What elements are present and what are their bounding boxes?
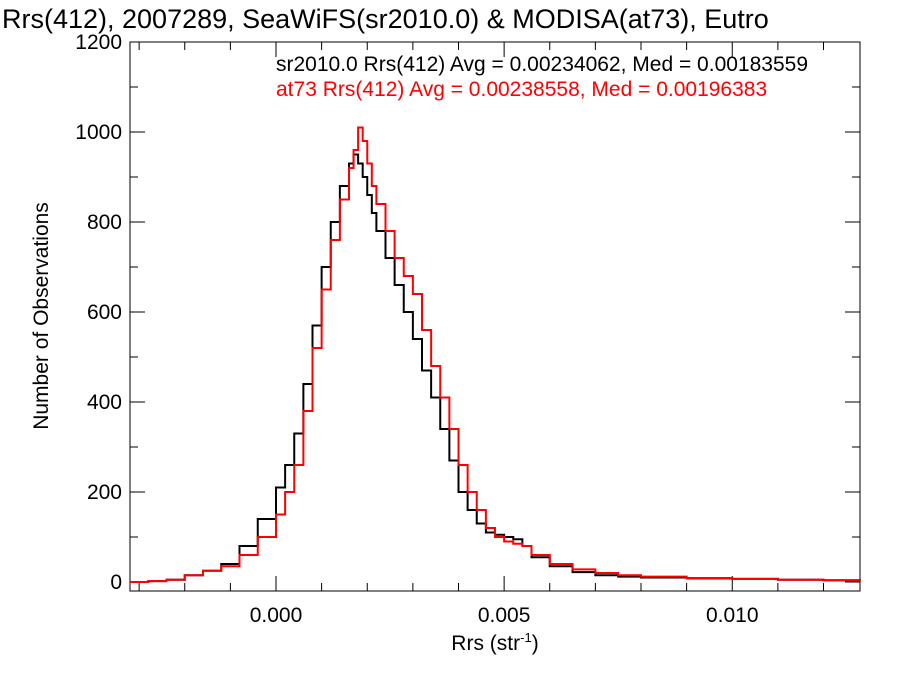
- x-tick-label: 0.000: [250, 604, 303, 627]
- y-tick-label: 0: [110, 571, 122, 594]
- x-axis-label: Rrs (str-1): [451, 630, 538, 655]
- x-tick-label: 0.010: [706, 604, 759, 627]
- x-tick-labels: 0.000 0.005 0.010: [250, 604, 759, 627]
- y-tick-label: 600: [87, 301, 122, 324]
- x-axis-label-close: ): [532, 632, 539, 655]
- plot-frame: [129, 41, 861, 592]
- series-line-sr2010: [130, 153, 861, 583]
- x-axis-label-exponent: -1: [520, 630, 532, 645]
- axis-ticks: [130, 41, 860, 591]
- y-tick-label: 800: [87, 211, 122, 234]
- y-tick-label: 1200: [75, 31, 122, 54]
- chart-title: Rrs(412), 2007289, SeaWiFS(sr2010.0) & M…: [2, 4, 769, 34]
- series-line-at73: [130, 126, 861, 583]
- series-layer: [130, 126, 861, 583]
- y-tick-label: 200: [87, 481, 122, 504]
- y-axis-label: Number of Observations: [30, 202, 53, 430]
- x-axis-label-main: Rrs (str: [451, 632, 520, 655]
- y-tick-labels: 0 200 400 600 800 1000 1200: [75, 31, 122, 594]
- y-tick-label: 400: [87, 391, 122, 414]
- y-tick-label: 1000: [75, 121, 122, 144]
- annotation-sr2010: sr2010.0 Rrs(412) Avg = 0.00234062, Med …: [276, 53, 808, 76]
- annotation-at73: at73 Rrs(412) Avg = 0.00238558, Med = 0.…: [276, 78, 767, 101]
- x-tick-label: 0.005: [478, 604, 531, 627]
